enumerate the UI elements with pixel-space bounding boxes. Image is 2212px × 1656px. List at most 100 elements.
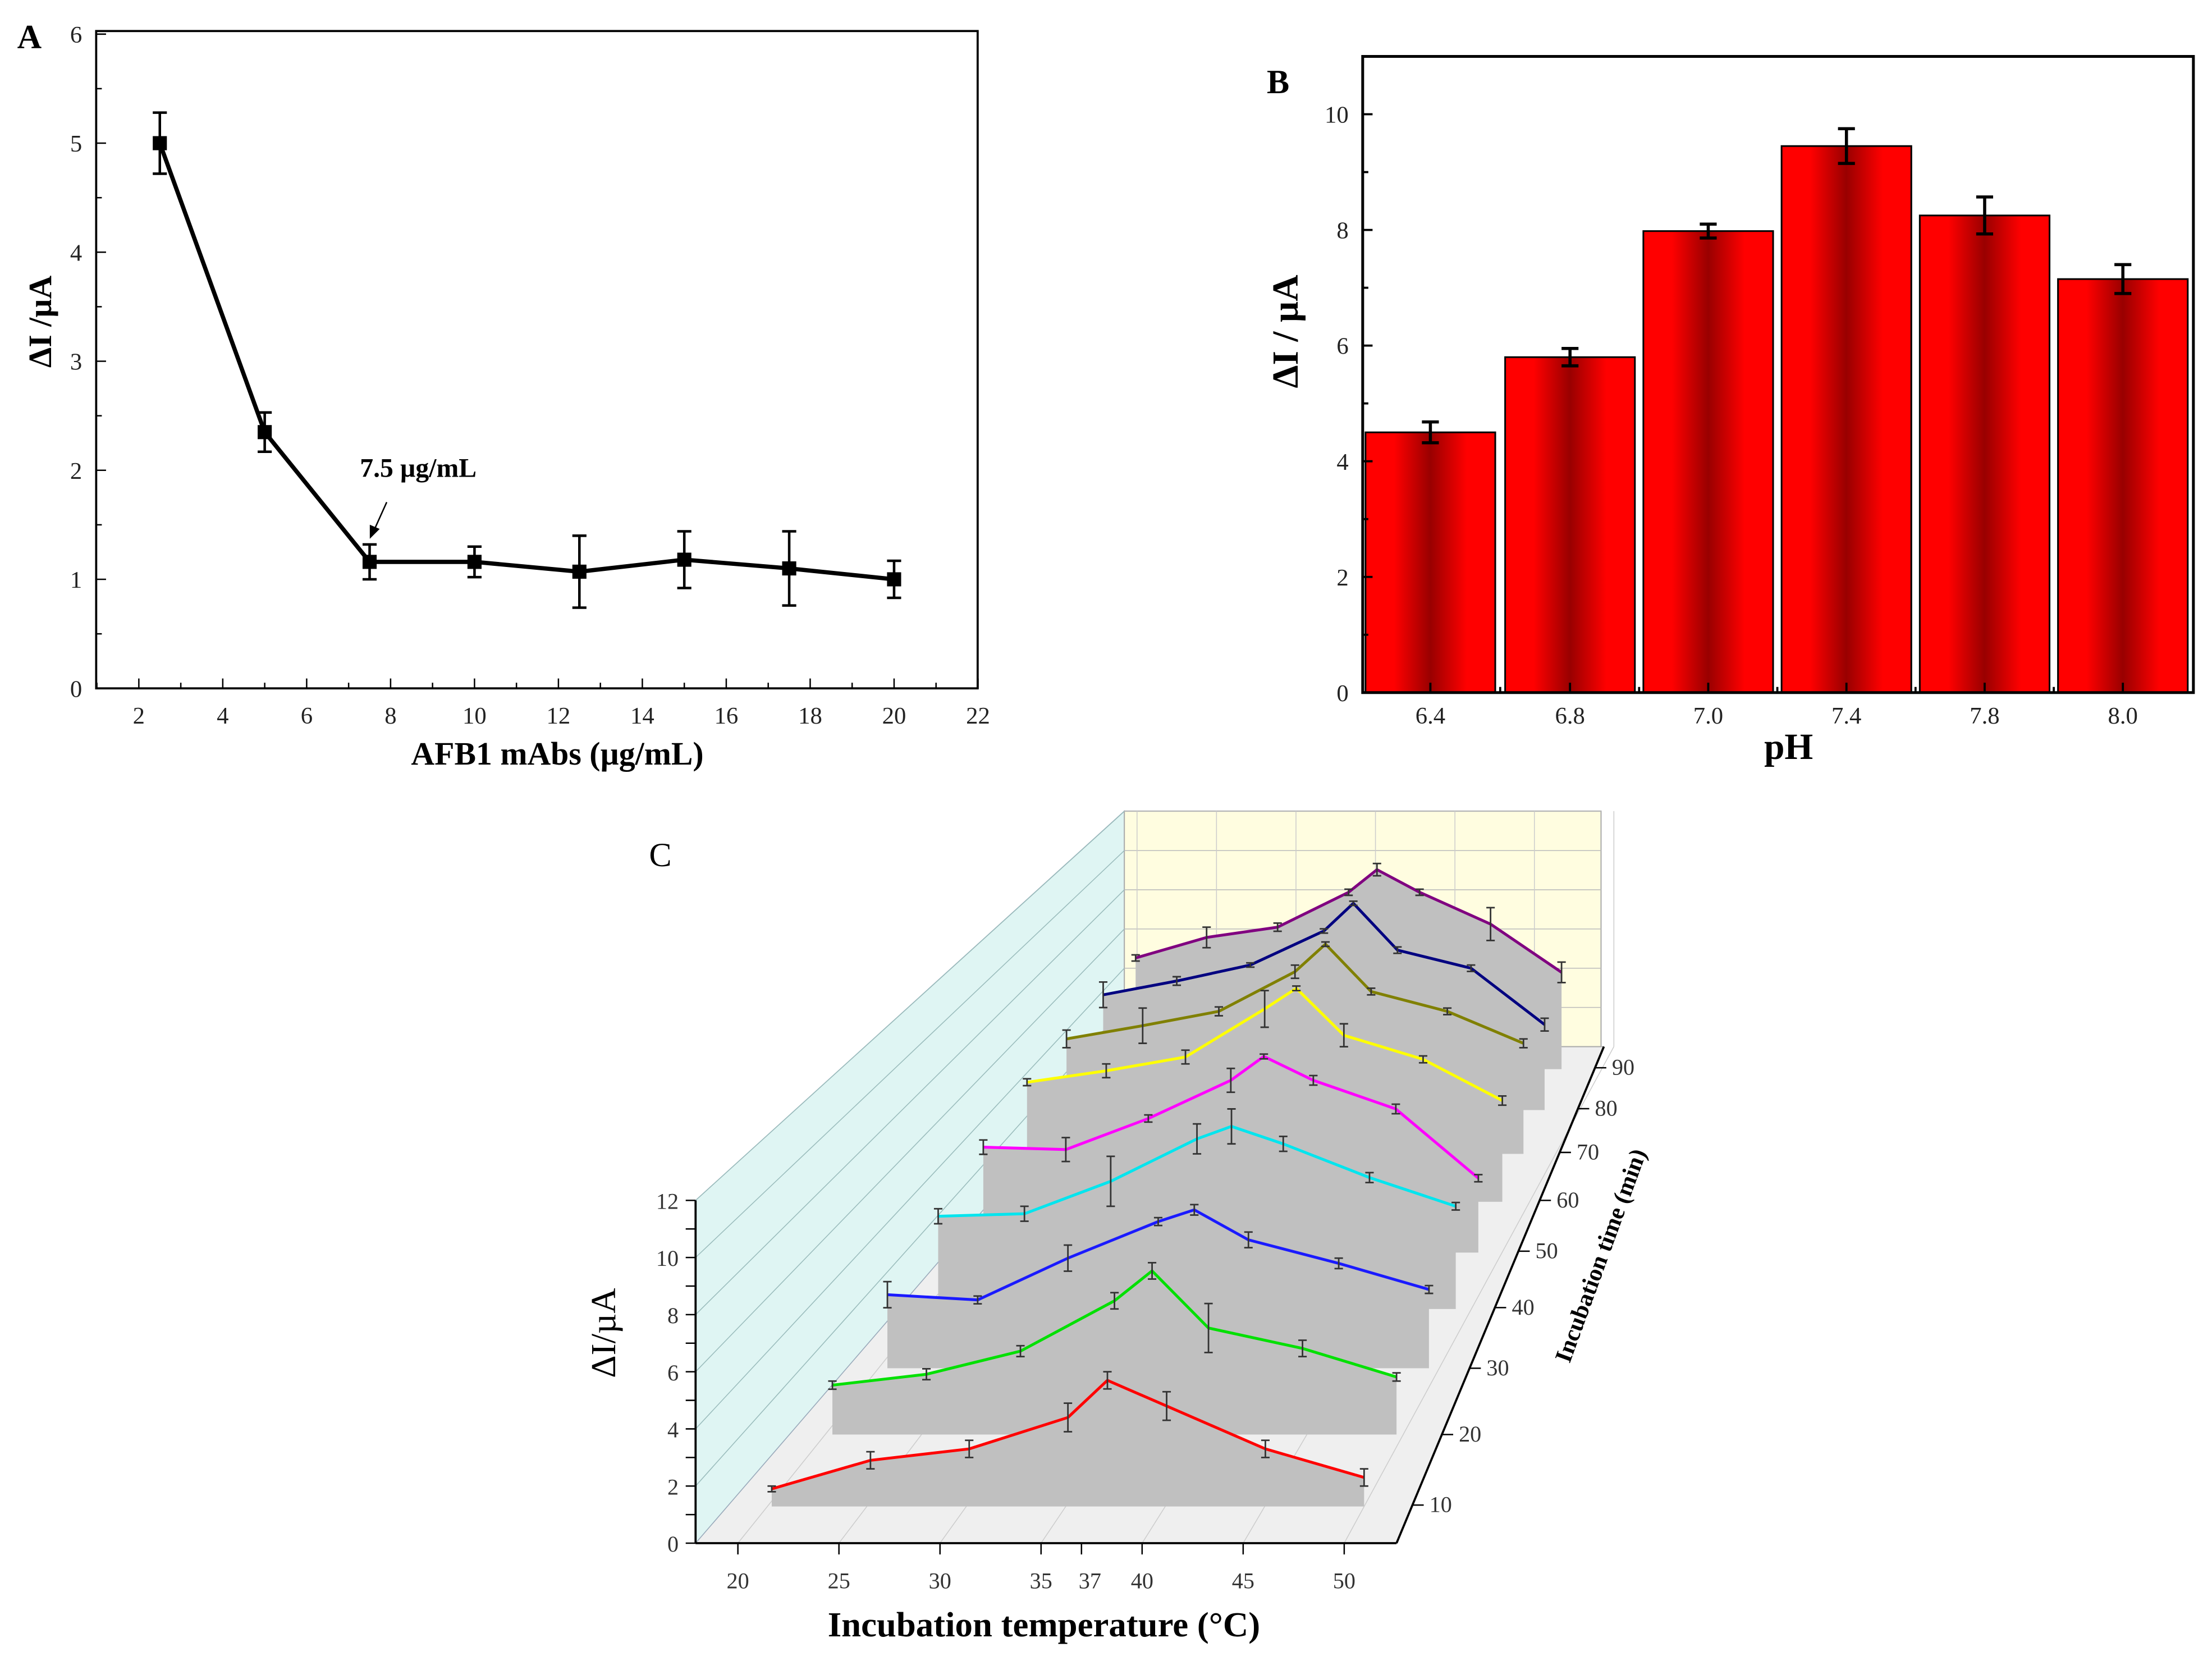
error-bar — [1162, 1390, 1171, 1421]
x-tick-label: 7.8 — [1970, 703, 1999, 729]
error-bar — [1144, 1114, 1153, 1123]
panel-c-x-axis-title: Incubation temperature (°C) — [828, 1605, 1260, 1644]
error-bar — [1227, 1108, 1236, 1145]
panel-c-z-axis-title: Incubation time (min) — [1550, 1145, 1652, 1366]
error-bar — [1391, 1103, 1400, 1115]
panel-b-plot-frame — [1361, 54, 2195, 694]
error-bar — [1064, 1402, 1073, 1433]
error-bar — [1334, 1257, 1343, 1270]
x-tick-label: 25 — [828, 1568, 850, 1593]
time-tick-label: 90 — [1612, 1055, 1634, 1080]
series-line — [1135, 868, 1563, 974]
error-bar — [1246, 962, 1255, 968]
time-tick-label: 60 — [1556, 1187, 1579, 1213]
x-tick-label: 6 — [301, 703, 313, 729]
error-bar — [1393, 946, 1402, 954]
error-bar — [1193, 1123, 1202, 1155]
time-tick-label: 30 — [1486, 1355, 1509, 1380]
error-bar — [1320, 928, 1329, 934]
time-tick-label: 70 — [1577, 1140, 1599, 1165]
error-bar — [1292, 985, 1301, 991]
y-tick-label: 3 — [70, 349, 82, 376]
bar — [1780, 145, 1912, 694]
data-point — [258, 425, 272, 440]
error-bar — [1226, 1067, 1235, 1094]
x-tick-label: 22 — [966, 703, 990, 729]
time-axis-line — [1395, 1046, 1605, 1544]
x-tick-label: 8.0 — [2108, 703, 2138, 729]
series-line — [1066, 942, 1524, 1045]
series-fill — [832, 1270, 1397, 1435]
series-fill — [771, 1380, 1364, 1507]
error-bar — [1110, 1292, 1119, 1310]
x-tick-label: 45 — [1232, 1568, 1254, 1593]
x-tick-label: 14 — [630, 703, 654, 729]
error-bar — [1020, 1205, 1029, 1222]
series-10-min — [767, 1371, 1368, 1507]
y-tick-label: 5 — [70, 131, 82, 157]
error-bar — [1321, 941, 1330, 948]
data-point — [782, 561, 796, 576]
series-line — [887, 1208, 1430, 1302]
bar — [1504, 356, 1636, 694]
error-bar — [1261, 1439, 1270, 1458]
error-bar — [1102, 1063, 1111, 1079]
panel-c-chart: C 0 2 4 6 8 10 12 20 25 30 35 37 40 45 50 10 20 30 40 50 60 7… — [584, 810, 1652, 1644]
error-bar — [1290, 964, 1299, 980]
y-tick-label: 2 — [70, 458, 82, 484]
error-bar — [1260, 1053, 1268, 1060]
error-bar — [2114, 263, 2132, 295]
error-bar — [1561, 347, 1579, 368]
x-tick-label: 20 — [727, 1568, 749, 1593]
x-tick-label: 12 — [547, 703, 571, 729]
panel-b-chart: B 6.4 6.8 7.0 7.4 7.8 8.0 0 2 4 6 8 10 pH ΔI / µA — [1266, 54, 2195, 767]
error-bar — [965, 1439, 974, 1458]
error-bar — [1260, 990, 1269, 1028]
x-tick-label: 20 — [882, 703, 906, 729]
time-tick-label: 80 — [1595, 1096, 1617, 1121]
time-tick-label: 20 — [1459, 1421, 1481, 1447]
error-bar — [1344, 888, 1353, 896]
y-tick-label: 6 — [667, 1360, 679, 1385]
y-tick-label: 6 — [1336, 333, 1348, 360]
x-tick-label: 37 — [1079, 1568, 1101, 1593]
annotation-arrow-head — [369, 524, 380, 539]
error-bar — [1425, 1284, 1434, 1294]
x-tick-label: 18 — [798, 703, 822, 729]
bar — [1642, 230, 1774, 694]
data-point — [153, 136, 167, 150]
error-bar — [1443, 1007, 1452, 1015]
error-bar — [1349, 900, 1358, 907]
error-bar — [767, 1485, 776, 1493]
left-wall-gridline — [695, 968, 1125, 1429]
x-tick-label: 2 — [133, 703, 145, 729]
x-tick-label: 8 — [384, 703, 396, 729]
error-bar — [1557, 961, 1566, 983]
series-line — [983, 1055, 1480, 1179]
x-tick-label: 50 — [1333, 1568, 1355, 1593]
data-point — [362, 555, 377, 569]
x-tick-label: 35 — [1030, 1568, 1052, 1593]
error-bar — [1214, 1006, 1224, 1017]
x-tick-label: 7.0 — [1693, 703, 1723, 729]
error-bar — [1064, 1244, 1073, 1272]
panel-a-label: A — [17, 18, 42, 56]
error-bar — [1422, 420, 1439, 445]
data-point — [677, 552, 691, 567]
y-tick-label: 2 — [667, 1474, 679, 1499]
error-bar — [1061, 1137, 1070, 1163]
error-bar — [922, 1368, 931, 1381]
y-tick-label: 0 — [667, 1531, 679, 1557]
x-tick-label: 30 — [929, 1568, 951, 1593]
x-tick-label: 40 — [1131, 1568, 1153, 1593]
error-bar — [1838, 127, 1855, 165]
error-bar — [1474, 1174, 1483, 1183]
y-tick-label: 4 — [70, 240, 82, 266]
data-line — [158, 142, 895, 582]
error-bar — [828, 1380, 837, 1390]
data-point — [887, 572, 901, 587]
x-tick-label: 16 — [715, 703, 739, 729]
error-bar — [1103, 1371, 1112, 1390]
series-line — [1103, 901, 1546, 1026]
